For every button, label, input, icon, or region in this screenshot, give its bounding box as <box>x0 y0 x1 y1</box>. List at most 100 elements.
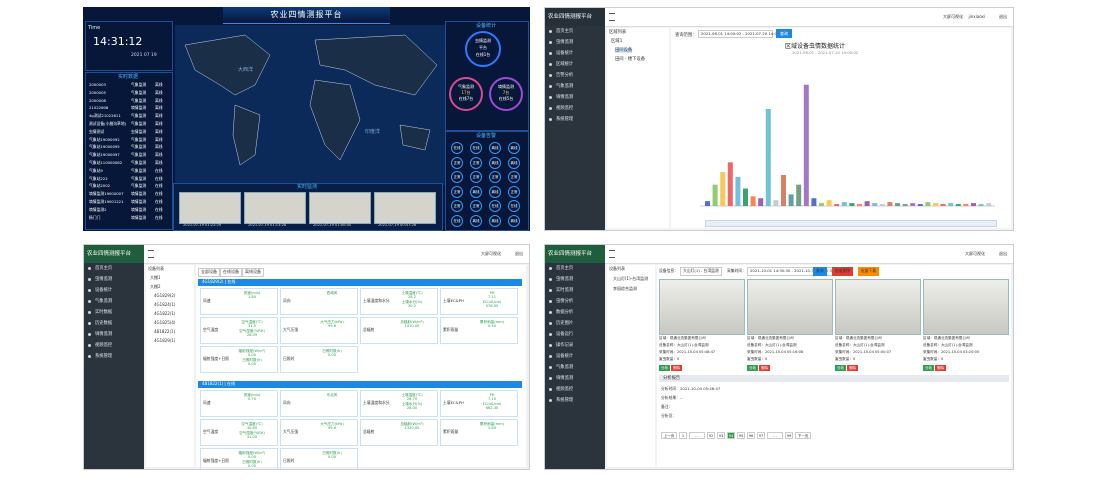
menu-item[interactable]: 气象监测 <box>95 299 113 304</box>
menu-item[interactable]: 实时数据 <box>95 310 113 315</box>
header-link[interactable]: 大屏可视化 <box>481 251 501 256</box>
photo-button[interactable]: 删除 <box>935 365 947 372</box>
stats-box <box>445 21 529 131</box>
menu-item[interactable]: 区域统计 <box>556 62 574 67</box>
header-link[interactable]: jinxiaoxi <box>968 14 986 19</box>
photo-button[interactable]: 分析 <box>923 365 935 372</box>
tree-item[interactable]: 区域列表 <box>609 30 627 35</box>
tree-item[interactable]: 4G1824(1) <box>154 302 176 307</box>
menu-item[interactable]: 历史图片 <box>556 321 574 326</box>
tree-item[interactable]: 设备列表 <box>609 266 625 271</box>
menu-item[interactable]: 墒情监测 <box>556 95 574 100</box>
bar <box>803 84 809 206</box>
stat-circle-text: 在线5台 <box>498 96 514 101</box>
tree-item[interactable]: 4G1829(1) <box>154 338 176 343</box>
alarm-label: 正常 <box>453 189 461 194</box>
tree-item[interactable]: 田间设备 <box>615 48 633 54</box>
header-link[interactable]: 大屏可视化 <box>943 14 963 19</box>
toolbar-field[interactable]: 大山灯(1) - 台湾监测 <box>680 267 722 276</box>
menu-item[interactable]: 视频监控 <box>556 106 574 111</box>
alarm-dot <box>451 185 463 198</box>
menu-item[interactable]: 墒情监测 <box>95 332 113 337</box>
query-button[interactable]: 查询 <box>776 29 792 38</box>
menu-item[interactable]: 虫情监测 <box>556 40 574 45</box>
photo-button[interactable]: 分析 <box>835 365 847 372</box>
tree-item[interactable]: 大棚2 <box>150 284 161 289</box>
bar <box>917 204 923 206</box>
menu-item[interactable]: 视频监控 <box>95 343 113 348</box>
menu-item[interactable]: 视频监控 <box>556 387 574 392</box>
page-button[interactable]: 上一页 <box>661 432 677 439</box>
page-button[interactable]: ... <box>689 432 705 439</box>
menu-item[interactable]: 系统管理 <box>556 117 574 122</box>
tree-item[interactable]: 4G1825(4) <box>154 320 176 325</box>
menu-toggle[interactable] <box>609 13 615 21</box>
menu-item[interactable]: 设备统计 <box>556 51 574 56</box>
menu-item[interactable]: 系统管理 <box>556 398 574 403</box>
page-button[interactable]: 1 <box>679 432 687 439</box>
toolbar-button[interactable]: 批量删除 <box>832 267 854 276</box>
header-link[interactable]: 退出 <box>999 251 1007 256</box>
tree-item[interactable]: 4G1829(2) <box>154 293 176 298</box>
page-button[interactable]: 下一页 <box>795 432 811 439</box>
alarm-label: 离线 <box>472 218 480 223</box>
tab[interactable]: 全部设备 <box>198 268 220 277</box>
tab[interactable]: 在线设备 <box>220 268 242 277</box>
menu-item[interactable]: 首页主页 <box>556 266 574 271</box>
tree-item[interactable]: 大棚1 <box>150 275 161 280</box>
header-link[interactable]: 退出 <box>515 251 523 256</box>
menu-item[interactable]: 系统管理 <box>95 354 113 359</box>
list-box <box>85 72 173 230</box>
toolbar-button[interactable]: 查询 <box>813 267 827 276</box>
menu-item[interactable]: 虫情监测 <box>95 277 113 282</box>
page-button[interactable]: 93 <box>717 432 725 439</box>
menu-item[interactable]: 气象监测 <box>556 365 574 370</box>
menu-toggle[interactable] <box>609 250 615 258</box>
query-range[interactable]: 2021-06-01 14:00:02 - 2021-07-20 14:00:0… <box>698 30 785 38</box>
tree-item[interactable]: 李园综合监测 <box>613 286 637 291</box>
menu-item[interactable]: 设备运行 <box>556 332 574 337</box>
menu-item[interactable]: 设备统计 <box>556 354 574 359</box>
menu-item[interactable]: 虫情分析 <box>556 299 574 304</box>
page-button[interactable]: ... <box>767 432 783 439</box>
photo-button[interactable]: 删除 <box>759 365 771 372</box>
tree-item[interactable]: 田间 - 楼下设备 <box>615 57 646 62</box>
menu-item[interactable]: 虫情监测 <box>556 277 574 282</box>
menu-item[interactable]: 操作记录 <box>556 343 574 348</box>
header-link[interactable]: 大屏可视化 <box>965 251 985 256</box>
alarm-label: 在线 <box>453 218 461 223</box>
menu-item[interactable]: 告警分析 <box>556 73 574 78</box>
list-cell: 气象站9 <box>89 167 103 173</box>
header-link[interactable]: 退出 <box>999 14 1007 19</box>
menu-item[interactable]: 设备统计 <box>95 288 113 293</box>
menu-item[interactable]: 实时监测 <box>556 288 574 293</box>
photo-button[interactable]: 分析 <box>747 365 759 372</box>
menu-item[interactable]: 气象监测 <box>556 84 574 89</box>
tab[interactable]: 离线设备 <box>242 268 264 277</box>
tree-item[interactable]: 大山灯(1)-台湾监测 <box>613 276 649 281</box>
tree-item[interactable]: 设备列表 <box>148 266 164 271</box>
bar <box>902 204 908 206</box>
metric-value: 空气温度(℃) 31.5 空气湿度(%RH) 28.09 <box>239 320 265 337</box>
menu-item[interactable]: 首页主页 <box>556 29 574 34</box>
page-button[interactable]: 92 <box>707 432 715 439</box>
menu-item[interactable]: 历史数据 <box>95 321 113 326</box>
page-button[interactable]: 97 <box>757 432 765 439</box>
tree-item[interactable]: 4G1822(1) <box>154 311 176 316</box>
photo-button[interactable]: 分析 <box>659 365 671 372</box>
page-button[interactable]: 96 <box>747 432 755 439</box>
page-button[interactable]: 95 <box>737 432 745 439</box>
time-label: Time <box>88 25 101 31</box>
page-button[interactable]: 94 <box>727 432 735 439</box>
tree-item[interactable]: 4B1822(1) <box>154 329 176 334</box>
menu-item[interactable]: 首页主页 <box>95 266 113 271</box>
menu-item[interactable]: 墒情监测 <box>556 376 574 381</box>
tree-item[interactable]: 区域1 <box>611 39 623 44</box>
photo-button[interactable]: 删除 <box>671 365 683 372</box>
page-button[interactable]: 99 <box>785 432 793 439</box>
toolbar-button[interactable]: 批量下载 <box>858 267 880 276</box>
menu-toggle[interactable] <box>148 250 154 258</box>
alarm-label: 正常 <box>453 160 461 165</box>
menu-item[interactable]: 数据分析 <box>556 310 574 315</box>
photo-button[interactable]: 删除 <box>847 365 859 372</box>
